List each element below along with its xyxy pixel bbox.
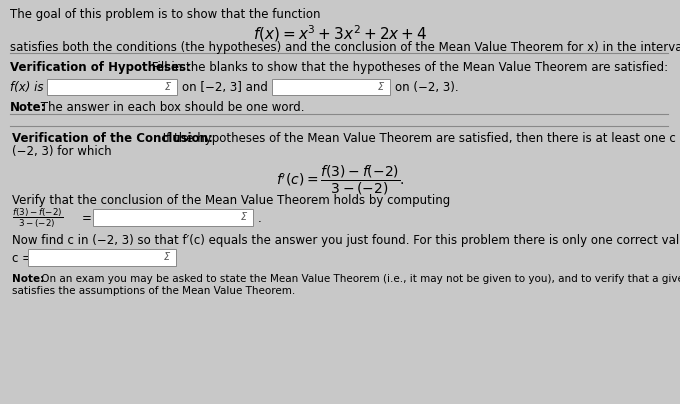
Text: Fill in the blanks to show that the hypotheses of the Mean Value Theorem are sat: Fill in the blanks to show that the hypo…: [148, 61, 668, 74]
Text: Now find c in (−2, 3) so that f′(c) equals the answer you just found. For this p: Now find c in (−2, 3) so that f′(c) equa…: [12, 234, 680, 247]
Text: on [−2, 3] and is: on [−2, 3] and is: [182, 81, 281, 94]
Text: (−2, 3) for which: (−2, 3) for which: [12, 145, 112, 158]
Text: =: =: [82, 212, 92, 225]
FancyBboxPatch shape: [47, 79, 177, 95]
Text: .: .: [258, 212, 262, 225]
Text: $f(x) = x^3 + 3x^2 + 2x + 4$: $f(x) = x^3 + 3x^2 + 2x + 4$: [253, 23, 427, 44]
Text: Verify that the conclusion of the Mean Value Theorem holds by computing: Verify that the conclusion of the Mean V…: [12, 194, 450, 207]
Text: The goal of this problem is to show that the function: The goal of this problem is to show that…: [10, 8, 320, 21]
FancyBboxPatch shape: [93, 209, 253, 226]
Text: $f'(c) = \dfrac{f(3) - f(-2)}{3 - (-2)}$.: $f'(c) = \dfrac{f(3) - f(-2)}{3 - (-2)}$…: [275, 164, 405, 197]
Text: satisfies the assumptions of the Mean Value Theorem.: satisfies the assumptions of the Mean Va…: [12, 286, 295, 296]
Text: On an exam you may be asked to state the Mean Value Theorem (i.e., it may not be: On an exam you may be asked to state the…: [38, 274, 680, 284]
Text: The answer in each box should be one word.: The answer in each box should be one wor…: [37, 101, 305, 114]
FancyBboxPatch shape: [28, 249, 176, 266]
Text: f(x) is: f(x) is: [10, 81, 44, 94]
Text: on (−2, 3).: on (−2, 3).: [395, 81, 458, 94]
Text: Σ: Σ: [165, 82, 171, 92]
Text: If the hypotheses of the Mean Value Theorem are satisfied, then there is at leas: If the hypotheses of the Mean Value Theo…: [159, 132, 680, 145]
Text: Σ: Σ: [241, 213, 247, 223]
Text: $\frac{f(3) - f(-2)}{3 - (-2)}$: $\frac{f(3) - f(-2)}{3 - (-2)}$: [12, 206, 63, 230]
Text: Verification of Hypotheses:: Verification of Hypotheses:: [10, 61, 191, 74]
Text: Verification of the Conclusion:: Verification of the Conclusion:: [12, 132, 213, 145]
Text: Note:: Note:: [10, 101, 46, 114]
Text: c =: c =: [12, 252, 32, 265]
Text: Note:: Note:: [12, 274, 44, 284]
FancyBboxPatch shape: [272, 79, 390, 95]
Text: Σ: Σ: [378, 82, 384, 92]
Text: Σ: Σ: [164, 252, 170, 263]
Text: satisfies both the conditions (the hypotheses) and the conclusion of the Mean Va: satisfies both the conditions (the hypot…: [10, 41, 680, 54]
